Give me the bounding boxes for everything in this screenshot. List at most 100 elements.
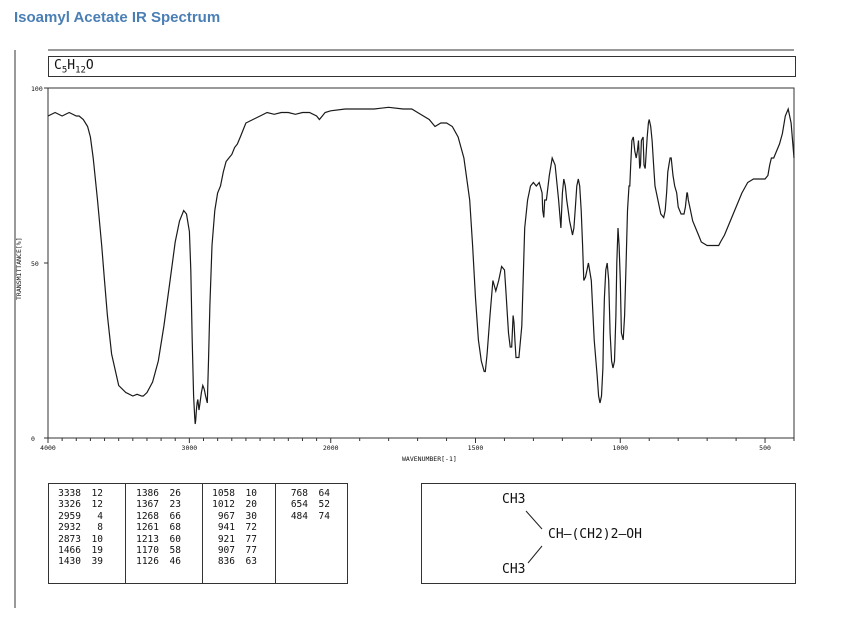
- peak-table-row: 1430 39: [51, 556, 103, 567]
- peak-wavenumber: 1261: [136, 522, 159, 534]
- peak-table-divider: [275, 484, 276, 583]
- peak-table-column: 3338 12 3326 12 2959 4 2932 8 2873 10 1466 19 1430 39: [51, 488, 103, 568]
- peak-table-row: 3326 12: [51, 499, 103, 510]
- peak-wavenumber: 3338: [58, 488, 81, 499]
- peak-table-row: 967 30: [205, 511, 257, 522]
- peak-wavenumber: 2873: [58, 533, 81, 545]
- peak-table: 3338 12 3326 12 2959 4 2932 8 2873 10 1466 19 1430 39…: [48, 483, 348, 584]
- y-axis-ticks: 0 50 100: [31, 85, 48, 443]
- page-title: Isoamyl Acetate IR Spectrum: [14, 9, 221, 26]
- molecular-formula: C5H12O: [54, 58, 94, 76]
- peak-table-row: 1268 66: [129, 511, 181, 522]
- peak-wavenumber: 1058: [212, 488, 235, 499]
- peak-wavenumber: 1386: [136, 488, 159, 499]
- peak-table-row: 3338 12: [51, 488, 103, 499]
- peak-transmittance: 63: [245, 556, 257, 568]
- peak-transmittance: 64: [318, 488, 330, 499]
- peak-transmittance: 74: [318, 510, 330, 522]
- y-tick-label: 0: [31, 435, 35, 443]
- peak-transmittance: 77: [245, 533, 257, 545]
- peak-table-row: 1126 46: [129, 556, 181, 567]
- x-tick-label: 1000: [612, 444, 628, 452]
- peak-wavenumber: 2959: [58, 510, 81, 522]
- peak-transmittance: 58: [169, 544, 181, 556]
- x-axis-ticks: 4000 3000 2000 1500 1000 500: [40, 438, 795, 452]
- structure-top-methyl: CH3: [502, 492, 526, 507]
- peak-table-row: 921 77: [205, 534, 257, 545]
- x-tick-label: 1500: [468, 444, 484, 452]
- y-axis-label: TRANSMITTANCE[%]: [15, 237, 23, 300]
- peak-table-row: 1261 68: [129, 522, 181, 533]
- peak-wavenumber: 967: [217, 510, 235, 522]
- peak-transmittance: 46: [169, 556, 181, 568]
- peak-transmittance: 10: [245, 488, 257, 499]
- peak-transmittance: 23: [169, 499, 181, 511]
- structure-diagram: CH3 CH—(CH2)2—OH CH3: [421, 483, 796, 584]
- structure-main-chain: CH—(CH2)2—OH: [548, 527, 642, 542]
- peak-table-row: 768 64: [278, 488, 330, 499]
- peak-transmittance: 19: [91, 544, 103, 556]
- peak-table-row: 654 52: [278, 499, 330, 510]
- peak-table-row: 1012 20: [205, 499, 257, 510]
- peak-table-row: 1213 60: [129, 534, 181, 545]
- peak-table-row: 1367 23: [129, 499, 181, 510]
- peak-wavenumber: 484: [290, 510, 308, 522]
- y-tick-label: 100: [31, 85, 43, 93]
- peak-transmittance: 30: [245, 510, 257, 522]
- peak-transmittance: 77: [245, 544, 257, 556]
- peak-wavenumber: 907: [217, 544, 235, 556]
- spectrum-series-line: [47, 106, 795, 425]
- peak-table-row: 1386 26: [129, 488, 181, 499]
- peak-wavenumber: 921: [217, 533, 235, 545]
- x-tick-label: 4000: [40, 444, 56, 452]
- structure-bottom-methyl: CH3: [502, 562, 526, 577]
- peak-wavenumber: 1466: [58, 544, 81, 556]
- peak-transmittance: 12: [91, 488, 103, 499]
- peak-table-divider: [125, 484, 126, 583]
- peak-transmittance: 8: [97, 522, 103, 534]
- peak-wavenumber: 654: [290, 499, 308, 511]
- peak-table-row: 836 63: [205, 556, 257, 567]
- formula-box: C5H12O: [48, 56, 796, 77]
- peak-transmittance: 52: [318, 499, 330, 511]
- peak-table-row: 484 74: [278, 511, 330, 522]
- peak-wavenumber: 836: [217, 556, 235, 568]
- peak-wavenumber: 3326: [58, 499, 81, 511]
- peak-table-row: 2873 10: [51, 534, 103, 545]
- peak-wavenumber: 1170: [136, 544, 159, 556]
- bond-upper: [525, 510, 543, 530]
- peak-transmittance: 10: [91, 533, 103, 545]
- peak-table-column: 1386 26 1367 23 1268 66 1261 68 1213 60 1170 58 1126…: [129, 488, 181, 568]
- peak-table-row: 2932 8: [51, 522, 103, 533]
- peak-wavenumber: 941: [217, 522, 235, 534]
- peak-wavenumber: 1012: [212, 499, 235, 511]
- peak-table-divider: [202, 484, 203, 583]
- peak-table-row: 907 77: [205, 545, 257, 556]
- peak-transmittance: 39: [91, 556, 103, 568]
- plot-area: [47, 87, 795, 439]
- peak-table-row: 941 72: [205, 522, 257, 533]
- peak-transmittance: 4: [97, 510, 103, 522]
- peak-transmittance: 68: [169, 522, 181, 534]
- peak-wavenumber: 768: [290, 488, 308, 499]
- peak-wavenumber: 1268: [136, 510, 159, 522]
- peak-wavenumber: 1430: [58, 556, 81, 568]
- peak-wavenumber: 1126: [136, 556, 159, 568]
- peak-table-row: 1058 10: [205, 488, 257, 499]
- peak-wavenumber: 1213: [136, 533, 159, 545]
- y-tick-label: 50: [31, 260, 39, 268]
- peak-transmittance: 60: [169, 533, 181, 545]
- peak-table-column: 768 64 654 52 484 74: [278, 488, 330, 522]
- peak-transmittance: 12: [91, 499, 103, 511]
- x-tick-label: 3000: [182, 444, 198, 452]
- peak-table-row: 2959 4: [51, 511, 103, 522]
- peak-table-column: 1058 10 1012 20 967 30 941 72 921 77 907 77 836 63: [205, 488, 257, 568]
- peak-transmittance: 20: [245, 499, 257, 511]
- peak-table-row: 1170 58: [129, 545, 181, 556]
- peak-transmittance: 26: [169, 488, 181, 499]
- bond-lower: [527, 545, 543, 564]
- x-axis-label: WAVENUMBER[-1]: [402, 455, 457, 463]
- structure-bonds: [525, 510, 543, 564]
- peak-transmittance: 66: [169, 510, 181, 522]
